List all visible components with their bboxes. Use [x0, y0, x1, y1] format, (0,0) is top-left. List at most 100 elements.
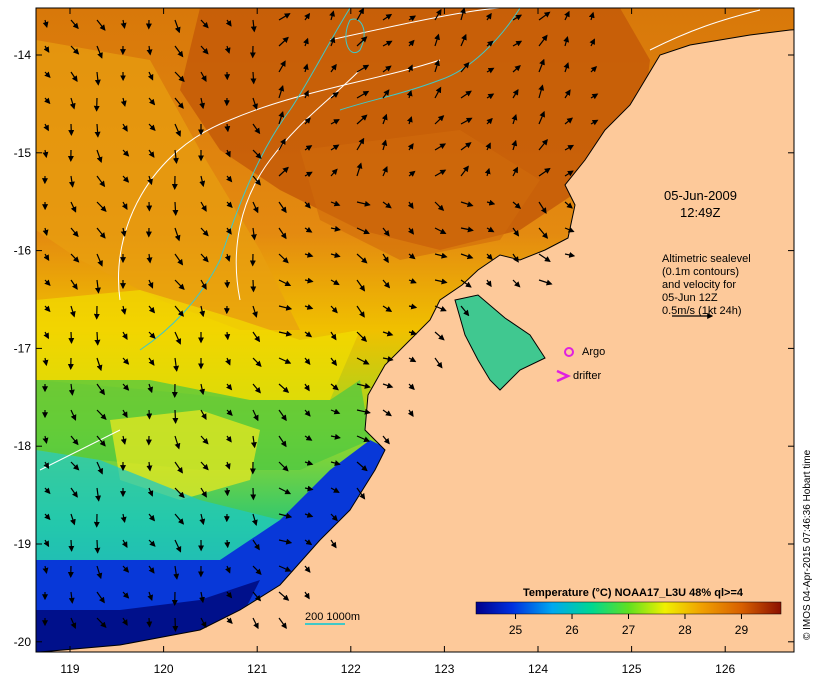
colorbar-tick-label: 25: [509, 623, 523, 637]
lon-tick-label: 121: [247, 662, 267, 676]
velocity-arrow: [96, 19, 106, 31]
velocity-arrow: [96, 149, 103, 164]
velocity-arrow: [356, 162, 363, 177]
velocity-arrow: [146, 461, 153, 472]
velocity-arrow: [174, 435, 181, 450]
velocity-arrow: [43, 253, 50, 262]
land-inlet: [454, 294, 546, 391]
velocity-arrow: [278, 253, 289, 264]
velocity-arrow: [485, 279, 492, 288]
velocity-arrow: [304, 226, 313, 233]
velocity-arrow: [538, 227, 549, 239]
velocity-arrow: [408, 170, 416, 177]
velocity-arrow: [278, 461, 289, 472]
velocity-arrow: [538, 138, 548, 151]
velocity-arrow: [224, 461, 231, 470]
velocity-arrow: [538, 110, 545, 125]
velocity-arrow: [356, 64, 370, 73]
velocity-arrow: [94, 539, 101, 554]
velocity-arrow: [330, 305, 338, 314]
velocity-arrow: [278, 357, 292, 364]
velocity-arrow: [278, 13, 291, 21]
velocity-arrow: [199, 513, 206, 526]
velocity-arrow: [330, 252, 341, 258]
lat-axis: -14 -15 -16 -17 -18 -19 -20: [14, 48, 794, 649]
velocity-arrow: [147, 71, 154, 81]
info-line-4: 05-Jun 12Z: [662, 292, 718, 304]
velocity-arrow: [512, 88, 519, 99]
lat-tick-label: -17: [14, 341, 32, 355]
credit-text: © IMOS 04-Apr-2015 07:46:36 Hobart time: [802, 449, 813, 640]
velocity-arrow: [122, 565, 130, 573]
colorbar-ticks: 25 26 27 28 29: [509, 614, 748, 637]
velocity-arrow: [304, 145, 313, 151]
velocity-arrow: [174, 123, 181, 137]
velocity-arrow: [200, 71, 207, 82]
velocity-arrow: [174, 19, 181, 34]
velocity-arrow: [146, 253, 153, 264]
velocity-arrow: [121, 539, 128, 548]
velocity-arrow: [44, 97, 51, 105]
velocity-arrow: [70, 513, 76, 526]
velocity-arrow: [44, 487, 51, 495]
lon-tick-label: 120: [154, 662, 174, 676]
velocity-arrow: [590, 119, 599, 126]
velocity-arrow: [356, 8, 364, 21]
velocity-arrow: [512, 65, 521, 73]
velocity-arrow: [68, 539, 75, 552]
velocity-arrow: [148, 565, 155, 574]
velocity-arrow: [200, 253, 209, 263]
velocity-arrow: [44, 305, 51, 313]
velocity-arrow: [278, 36, 289, 47]
velocity-arrow: [304, 171, 313, 178]
velocity-arrow: [382, 279, 391, 289]
velocity-arrow: [147, 175, 153, 186]
velocity-arrow: [511, 113, 518, 125]
velocity-arrow: [70, 201, 77, 213]
velocity-arrow: [512, 40, 523, 47]
velocity-arrow: [356, 408, 371, 415]
velocity-arrow: [564, 144, 575, 151]
velocity-arrow: [434, 115, 445, 125]
velocity-arrow: [382, 330, 394, 337]
velocity-arrow: [174, 305, 184, 317]
velocity-arrow: [382, 65, 392, 73]
velocity-arrow: [70, 409, 77, 421]
velocity-arrow: [564, 201, 573, 209]
velocity-arrow: [460, 33, 467, 47]
velocity-arrow: [96, 253, 103, 267]
velocity-arrow: [486, 93, 495, 100]
velocity-arrow: [356, 435, 370, 443]
velocity-arrow: [304, 409, 311, 417]
velocity-arrow: [408, 253, 416, 260]
velocity-arrow: [382, 409, 392, 417]
velocity-arrow: [96, 461, 103, 475]
velocity-arrow: [96, 201, 107, 212]
velocity-arrow: [200, 617, 207, 629]
velocity-arrow: [226, 175, 233, 183]
velocity-arrow: [96, 175, 106, 188]
velocity-arrow: [278, 60, 286, 73]
lon-tick-label: 123: [434, 662, 454, 676]
velocity-arrow: [94, 279, 101, 294]
velocity-arrow: [330, 63, 337, 73]
velocity-arrow: [330, 200, 341, 207]
velocity-arrow: [538, 34, 548, 47]
velocity-arrow: [122, 591, 130, 599]
velocity-arrow: [122, 175, 130, 183]
velocity-arrow: [70, 617, 77, 630]
lat-tick-label: -16: [14, 244, 32, 258]
velocity-arrow: [70, 253, 80, 263]
velocity-arrow: [304, 434, 313, 441]
yellow-band: [36, 290, 360, 400]
velocity-arrow: [538, 279, 553, 286]
velocity-arrow: [226, 201, 233, 208]
velocity-arrow: [382, 435, 390, 445]
velocity-arrow: [564, 251, 576, 258]
velocity-arrow: [460, 226, 474, 233]
velocity-arrow: [588, 11, 595, 21]
velocity-arrow: [174, 97, 184, 109]
velocity-arrow: [304, 357, 311, 365]
velocity-arrow: [69, 305, 76, 318]
velocity-arrow: [226, 591, 233, 599]
